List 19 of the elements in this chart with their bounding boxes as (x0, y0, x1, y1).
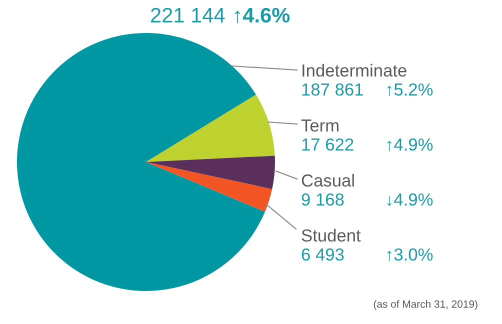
text: ↑3.0% (387, 248, 433, 262)
text: ↑4.9% (387, 138, 433, 152)
text: ↑5.2% (387, 83, 433, 96)
pie-slice (146, 94, 275, 162)
slice-label: Term (301, 120, 338, 132)
pie-slice (146, 162, 272, 212)
slice-label: Indeterminate (302, 64, 406, 77)
chart-subtitle: ↑4.6% (235, 8, 290, 24)
text: (as of March 31, 2019) (374, 300, 478, 310)
slice-label: Student (302, 228, 361, 242)
pie-slice (146, 156, 275, 190)
data-label: 17 622 (302, 138, 354, 151)
chart-title: 221 144 (151, 8, 225, 22)
data-label: 187 861 (302, 83, 363, 96)
text: ↓4.9% (387, 193, 433, 206)
data-label: 6 493 (302, 248, 344, 261)
data-label: 9 168 (302, 193, 344, 206)
pie-slice (17, 33, 266, 291)
slice-label: Casual (302, 174, 354, 187)
